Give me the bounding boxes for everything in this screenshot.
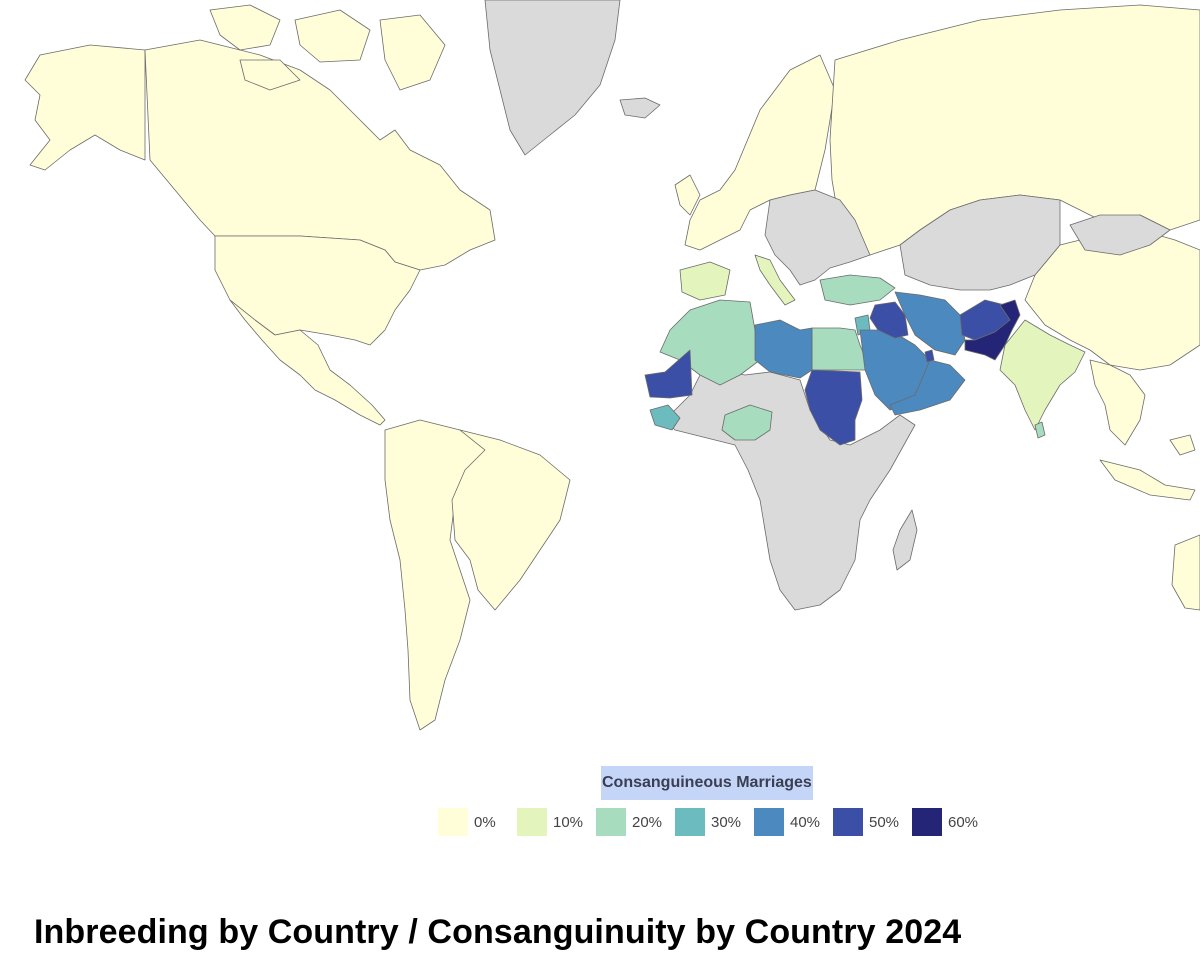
region-pakistan [964,299,1021,361]
legend-swatch [833,808,863,836]
region-greenland [484,0,621,156]
legend-item: 40% [754,808,833,836]
legend-item: 60% [912,808,991,836]
region-spain [679,261,731,301]
region-madagascar [892,509,918,571]
legend-swatch [675,808,705,836]
bin-50 [644,299,1016,446]
bin-30 [649,314,871,431]
region-mongolia [1069,214,1171,256]
map-svg [24,0,1200,731]
region-canada [144,39,496,271]
region-alaska [24,44,146,171]
region-sub-saharan-africa [664,369,916,611]
region-iceland [619,97,661,119]
legend-item: 30% [675,808,754,836]
legend-label: 30% [711,813,742,831]
region-indonesia [1099,459,1196,501]
region-india [999,319,1086,431]
bin-0 [24,4,1200,731]
bin-20 [659,274,1046,441]
region-europe-north-west [674,54,836,251]
region-brazil [451,429,571,611]
legend-item: 20% [596,808,675,836]
legend-swatch [912,808,942,836]
page-title: Inbreeding by Country / Consanguinuity b… [34,913,962,951]
region-iran [894,291,966,356]
legend-label: 20% [632,813,663,831]
region-oman-yemen [889,359,966,416]
region-central-asia [899,194,1061,291]
region-mexico-central-america [229,299,386,426]
legend-label: 0% [474,813,496,831]
region-mauritania [644,349,693,399]
legend-swatch [438,808,468,836]
region-sudan [804,369,863,446]
legend-item: 10% [517,808,596,836]
bin-40 [754,291,966,416]
region-sri-lanka [1034,421,1046,439]
region-italy [754,254,796,306]
legend-label: 50% [869,813,900,831]
legend-label: 40% [790,813,821,831]
legend-swatch [517,808,547,836]
map-legend: Consanguineous Marriages 0% 10% 20% 30% 40% 5… [438,766,998,846]
legend-item: 0% [438,808,517,836]
legend-items: 0% 10% 20% 30% 40% 50% 60% [438,808,991,836]
region-southeast-asia-mainland [1089,359,1146,446]
region-libya [754,319,813,379]
region-nigeria [721,404,773,441]
legend-label: 10% [553,813,584,831]
region-qatar [924,349,935,363]
region-guinea [649,404,681,431]
legend-swatch [596,808,626,836]
legend-title: Consanguineous Marriages [601,766,813,800]
region-australia [1171,534,1200,611]
legend-swatch [754,808,784,836]
legend-item: 50% [833,808,912,836]
bin-60 [964,299,1021,361]
world-map [24,0,1200,731]
bin-10 [679,254,1086,431]
region-canada-arctic [209,4,446,91]
region-iraq [869,301,909,339]
legend-label: 60% [948,813,979,831]
region-east-europe [764,189,871,286]
region-turkey [819,274,896,306]
